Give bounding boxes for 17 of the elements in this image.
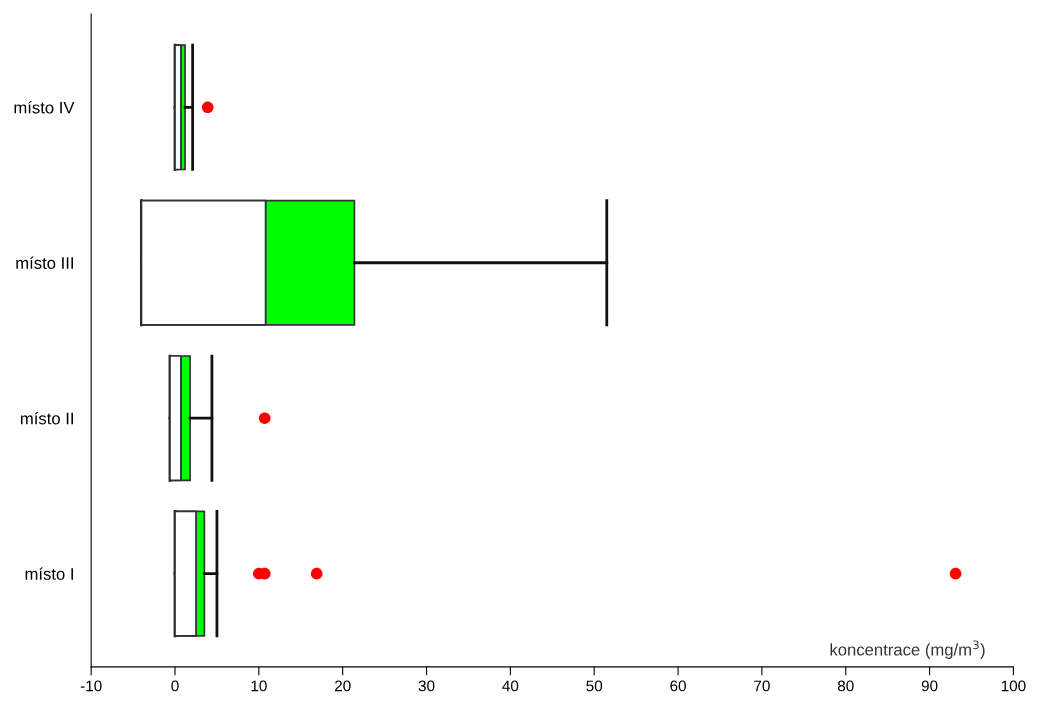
x-tick-label: 40 xyxy=(502,680,519,692)
x-tick-label: 90 xyxy=(921,680,938,692)
y-tick-label: místo II xyxy=(20,411,73,425)
x-tick-label: 70 xyxy=(754,680,770,692)
y-tick-label: místo I xyxy=(25,567,73,580)
y-tick-label: místo IV xyxy=(14,101,75,114)
x-axis-title: koncentrace (mg/m$^{3}$) xyxy=(830,640,985,659)
x-tick-label: 0 xyxy=(171,680,179,692)
x-tick-label: 60 xyxy=(670,680,686,692)
x-tick-label: 100 xyxy=(1001,680,1026,692)
y-tick-label: místo III xyxy=(16,256,73,269)
x-tick-label: 30 xyxy=(418,680,435,692)
x-tick-label: 80 xyxy=(837,680,854,692)
x-tick-label: -10 xyxy=(80,680,102,692)
x-tick-label: 10 xyxy=(251,680,267,692)
x-tick-label: 50 xyxy=(586,680,603,692)
x-tick-label: 20 xyxy=(334,680,351,692)
